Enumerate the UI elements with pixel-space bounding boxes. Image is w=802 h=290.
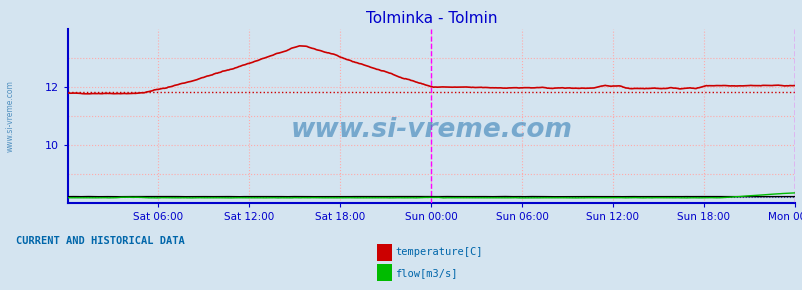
Title: Tolminka - Tolmin: Tolminka - Tolmin bbox=[366, 11, 496, 26]
Text: CURRENT AND HISTORICAL DATA: CURRENT AND HISTORICAL DATA bbox=[16, 235, 184, 246]
Text: temperature[C]: temperature[C] bbox=[395, 247, 482, 257]
Text: www.si-vreme.com: www.si-vreme.com bbox=[6, 80, 15, 152]
Text: www.si-vreme.com: www.si-vreme.com bbox=[290, 117, 572, 143]
Text: flow[m3/s]: flow[m3/s] bbox=[395, 269, 457, 278]
